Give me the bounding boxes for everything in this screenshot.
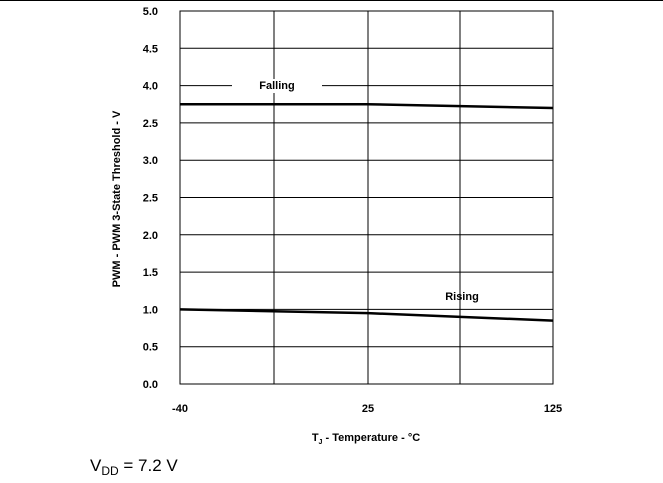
y-tick-label: 0.5 <box>143 342 158 354</box>
y-tick-label: 2.5 <box>143 193 158 205</box>
y-tick-label: 3.0 <box>143 155 158 167</box>
x-tick-label: -40 <box>172 403 188 415</box>
x-tick-labels: -40 25 125 <box>172 403 562 415</box>
y-tick-labels: 0.0 0.5 1.0 1.5 2.0 2.5 3.0 2.5 4.0 4.5 5.0 <box>143 6 158 391</box>
label-backing <box>232 79 322 93</box>
series-label-falling: Falling <box>259 80 294 92</box>
series-line-falling <box>180 103 554 110</box>
top-rule <box>0 0 663 1</box>
series-line-rising <box>179 308 554 322</box>
x-tick-label: 25 <box>362 403 374 415</box>
y-tick-label: 4.5 <box>143 43 158 55</box>
series-label-rising: Rising <box>445 291 479 303</box>
y-tick-label: 2.0 <box>143 230 158 242</box>
y-tick-label: 5.0 <box>143 6 158 18</box>
series-lines <box>179 103 554 322</box>
y-axis-title: PWM - PWM 3-State Threshold - V <box>111 110 123 287</box>
y-tick-label: 4.0 <box>143 81 158 93</box>
y-tick-label: 1.0 <box>143 304 158 316</box>
series-labels: Falling Rising <box>232 79 479 303</box>
grid <box>179 10 554 385</box>
y-tick-label: 1.5 <box>143 267 158 279</box>
y-tick-label: 0.0 <box>143 379 158 391</box>
x-axis-title: TJ - Temperature - °C <box>312 432 420 446</box>
y-tick-label: 2.5 <box>143 118 158 130</box>
x-tick-label: 125 <box>544 403 562 415</box>
vdd-condition: VDD = 7.2 V <box>90 456 178 478</box>
